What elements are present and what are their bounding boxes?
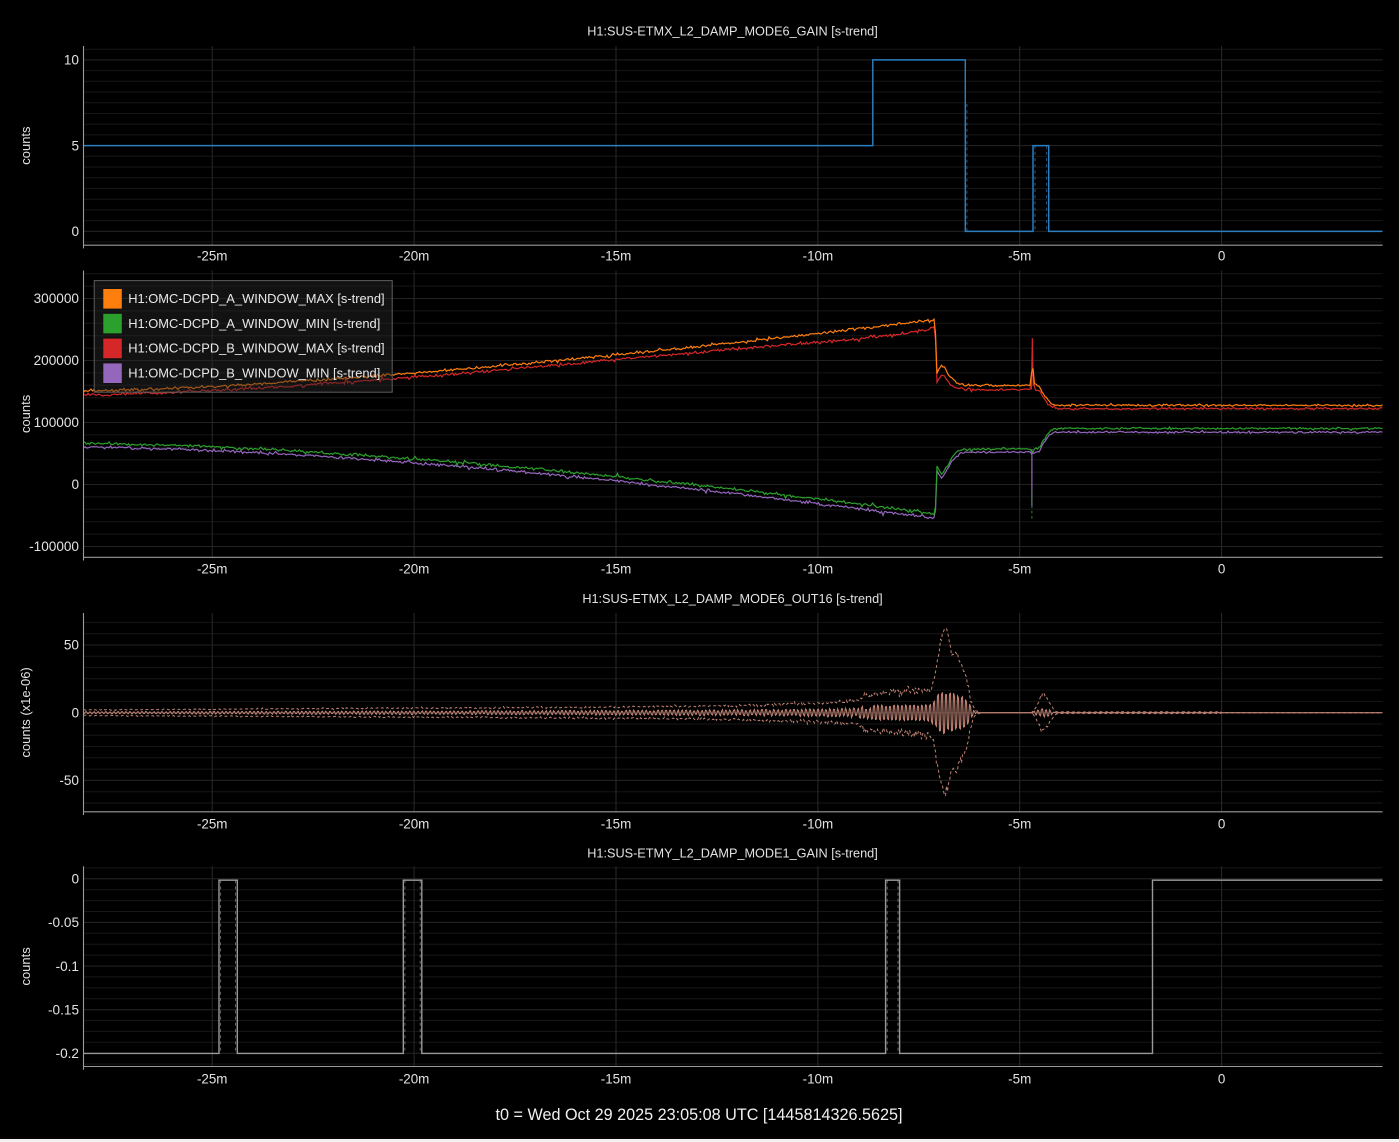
svg-text:-10m: -10m: [803, 1072, 834, 1087]
svg-text:-15m: -15m: [601, 561, 632, 576]
svg-text:H1:OMC-DCPD_B_WINDOW_MIN [s-tr: H1:OMC-DCPD_B_WINDOW_MIN [s-trend]: [128, 366, 380, 381]
svg-text:-15m: -15m: [601, 1072, 632, 1087]
svg-text:0: 0: [1218, 816, 1225, 831]
svg-text:counts: counts: [18, 126, 33, 165]
svg-text:0: 0: [71, 872, 79, 887]
svg-text:-0.1: -0.1: [56, 959, 79, 974]
svg-text:100000: 100000: [34, 415, 80, 430]
svg-text:0: 0: [1218, 561, 1225, 576]
svg-text:0: 0: [71, 224, 79, 239]
svg-text:200000: 200000: [34, 353, 80, 368]
svg-text:300000: 300000: [34, 291, 80, 306]
svg-text:-5m: -5m: [1008, 561, 1031, 576]
svg-text:-25m: -25m: [197, 561, 228, 576]
svg-text:10: 10: [64, 53, 80, 68]
svg-text:50: 50: [64, 638, 80, 653]
svg-text:-5m: -5m: [1008, 816, 1031, 831]
svg-text:-0.05: -0.05: [48, 915, 79, 930]
svg-text:-25m: -25m: [197, 1072, 228, 1087]
svg-text:0: 0: [1218, 1072, 1225, 1087]
svg-text:H1:SUS-ETMX_L2_DAMP_MODE6_OUT1: H1:SUS-ETMX_L2_DAMP_MODE6_OUT16 [s-trend…: [582, 592, 882, 606]
svg-text:H1:SUS-ETMX_L2_DAMP_MODE6_GAIN: H1:SUS-ETMX_L2_DAMP_MODE6_GAIN [s-trend]: [587, 25, 878, 39]
svg-text:5: 5: [71, 138, 79, 153]
svg-text:-20m: -20m: [399, 561, 430, 576]
svg-text:0: 0: [1218, 248, 1225, 263]
svg-text:-5m: -5m: [1008, 1072, 1031, 1087]
svg-text:counts: counts: [18, 947, 33, 986]
svg-text:0: 0: [71, 477, 79, 492]
svg-text:H1:OMC-DCPD_A_WINDOW_MIN [s-tr: H1:OMC-DCPD_A_WINDOW_MIN [s-trend]: [128, 316, 380, 331]
svg-text:-10m: -10m: [803, 561, 834, 576]
svg-text:counts (x1e-06): counts (x1e-06): [18, 667, 33, 757]
svg-text:-20m: -20m: [399, 1072, 430, 1087]
svg-text:-10m: -10m: [803, 816, 834, 831]
svg-text:-20m: -20m: [399, 816, 430, 831]
svg-text:-25m: -25m: [197, 816, 228, 831]
svg-text:H1:OMC-DCPD_B_WINDOW_MAX [s-tr: H1:OMC-DCPD_B_WINDOW_MAX [s-trend]: [128, 341, 384, 356]
svg-text:-100000: -100000: [29, 539, 79, 554]
svg-text:-0.15: -0.15: [48, 1002, 79, 1017]
svg-text:-10m: -10m: [803, 248, 834, 263]
svg-text:-25m: -25m: [197, 248, 228, 263]
svg-text:-0.2: -0.2: [56, 1046, 79, 1061]
svg-text:-15m: -15m: [601, 248, 632, 263]
svg-text:counts: counts: [18, 394, 33, 433]
svg-text:-5m: -5m: [1008, 248, 1031, 263]
svg-text:0: 0: [71, 705, 79, 720]
svg-text:-20m: -20m: [399, 248, 430, 263]
svg-text:H1:SUS-ETMY_L2_DAMP_MODE1_GAIN: H1:SUS-ETMY_L2_DAMP_MODE1_GAIN [s-trend]: [587, 846, 878, 860]
svg-text:t0 = Wed Oct 29 2025 23:05:08: t0 = Wed Oct 29 2025 23:05:08 UTC [14458…: [496, 1106, 903, 1124]
svg-text:H1:OMC-DCPD_A_WINDOW_MAX [s-tr: H1:OMC-DCPD_A_WINDOW_MAX [s-trend]: [128, 291, 384, 306]
svg-text:-50: -50: [59, 773, 79, 788]
svg-text:-15m: -15m: [601, 816, 632, 831]
